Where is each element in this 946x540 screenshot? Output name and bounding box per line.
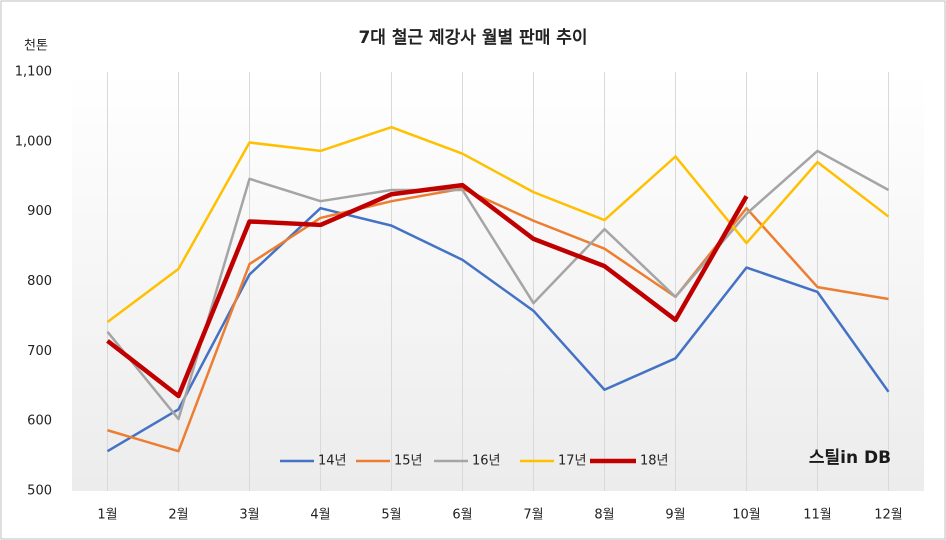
legend-label: 14년 xyxy=(318,454,347,469)
legend-label: 18년 xyxy=(640,454,669,469)
y-tick-label: 600 xyxy=(27,414,52,429)
legend-label: 16년 xyxy=(472,454,501,469)
x-tick-label: 10월 xyxy=(732,508,761,523)
y-tick-label: 700 xyxy=(27,344,52,359)
y-tick-label: 800 xyxy=(27,274,52,289)
x-tick-label: 9월 xyxy=(665,508,685,523)
x-tick-label: 12월 xyxy=(874,508,903,523)
x-tick-label: 1월 xyxy=(97,508,117,523)
y-tick-label: 1,000 xyxy=(15,134,52,149)
x-tick-label: 3월 xyxy=(239,508,259,523)
series-line xyxy=(106,149,890,421)
chart-title: 7대 철근 제강사 월별 판매 추이 xyxy=(358,28,587,48)
series-line xyxy=(106,182,749,399)
x-tick-label: 2월 xyxy=(168,508,188,523)
legend-label: 17년 xyxy=(558,454,587,469)
y-tick-label: 900 xyxy=(27,204,52,219)
x-tick-label: 7월 xyxy=(523,508,543,523)
y-unit: 천톤 xyxy=(24,39,48,54)
y-tick-label: 500 xyxy=(27,484,52,499)
x-tick-label: 5월 xyxy=(381,508,401,523)
x-tick-label: 11월 xyxy=(803,508,832,523)
series-line xyxy=(106,125,890,324)
x-tick-label: 6월 xyxy=(452,508,472,523)
x-tick-label: 4월 xyxy=(310,508,330,523)
y-tick-label: 1,100 xyxy=(15,65,52,80)
plot-area xyxy=(72,72,924,491)
legend-label: 15년 xyxy=(394,454,423,469)
x-tick-label: 8월 xyxy=(594,508,614,523)
series-line xyxy=(107,187,889,453)
watermark: 스틸in DB xyxy=(809,447,891,468)
